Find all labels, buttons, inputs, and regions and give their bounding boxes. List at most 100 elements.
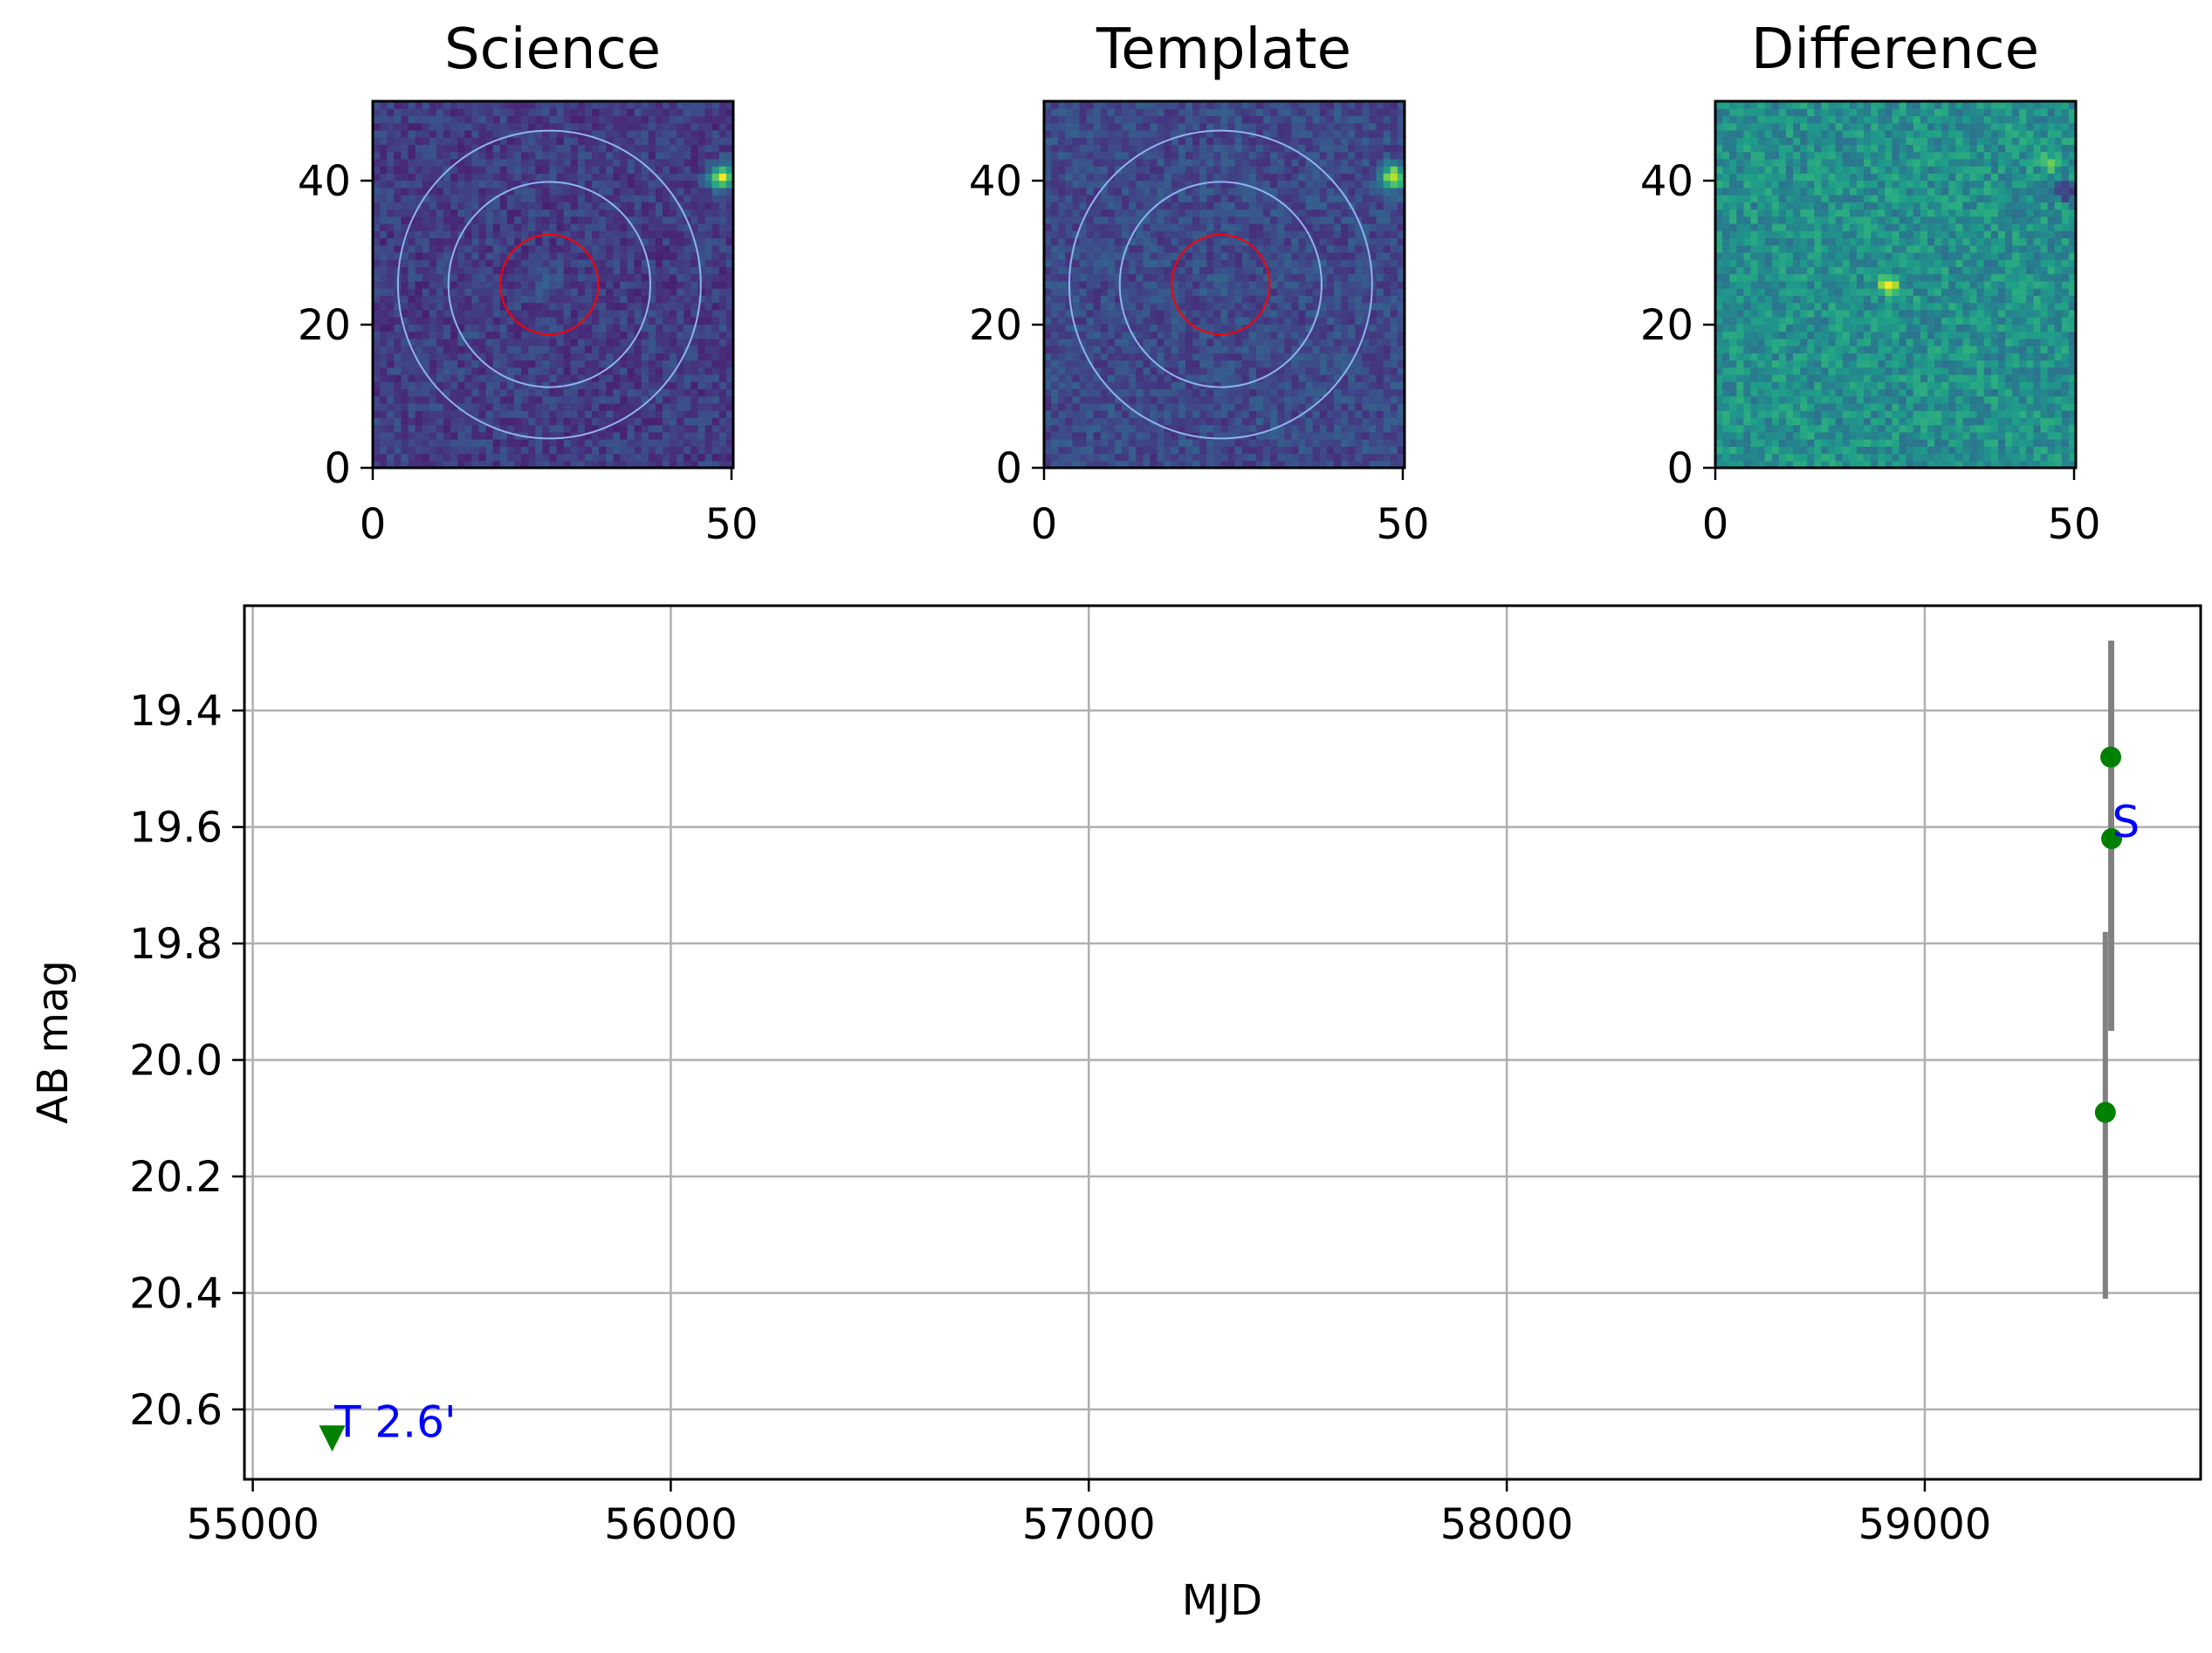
pixel-cell [641, 460, 649, 469]
pixel-cell [1312, 259, 1321, 268]
pixel-cell [1044, 251, 1052, 260]
pixel-cell [606, 173, 614, 182]
pixel-cell [1100, 288, 1109, 296]
pixel-cell [1298, 137, 1307, 146]
pixel-cell [1312, 388, 1321, 397]
pixel-cell [1192, 195, 1200, 202]
pixel-cell [677, 431, 684, 440]
pixel-cell [478, 360, 487, 368]
pixel-cell [1093, 237, 1102, 246]
pixel-cell [528, 151, 536, 160]
pixel-cell [577, 460, 586, 469]
pixel-cell [1312, 381, 1321, 390]
pixel-cell [1164, 144, 1172, 153]
pixel-cell [485, 273, 494, 282]
pixel-cell [563, 374, 572, 382]
pixel-cell [1277, 280, 1285, 289]
pixel-cell [506, 439, 515, 447]
pixel-cell [1291, 395, 1300, 404]
pixel-cell [401, 101, 409, 109]
pixel-cell [1143, 273, 1151, 282]
pixel-cell [1058, 460, 1066, 469]
pixel-cell [471, 173, 480, 182]
pixel-cell [443, 353, 451, 361]
pixel-cell [1263, 202, 1271, 210]
pixel-cell [684, 115, 692, 124]
pixel-cell [592, 317, 600, 325]
pixel-cell [1107, 195, 1116, 202]
pixel-cell [1072, 381, 1081, 390]
pixel-cell [521, 122, 529, 131]
pixel-cell [1234, 410, 1243, 418]
pixel-cell [450, 187, 458, 195]
pixel-cell [1150, 388, 1158, 397]
pixel-cell [1312, 288, 1321, 296]
pixel-cell [443, 402, 451, 411]
pixel-cell [684, 410, 692, 418]
pixel-cell [1284, 446, 1293, 455]
pixel-cell [697, 266, 706, 275]
pixel-cell [1164, 273, 1172, 282]
pixel-cell [471, 259, 480, 268]
pixel-cell [684, 122, 692, 131]
pixel-cell [506, 338, 515, 346]
pixel-cell [450, 122, 458, 131]
pixel-cell [556, 259, 565, 268]
pixel-cell [1185, 273, 1193, 282]
pixel-cell [641, 417, 649, 426]
pixel-cell [1348, 302, 1356, 311]
pixel-cell [1114, 237, 1123, 246]
pixel-cell [677, 108, 684, 117]
pixel-cell [670, 230, 677, 239]
pixel-cell [684, 202, 692, 210]
pixel-cell [1206, 216, 1214, 224]
pixel-cell [577, 317, 586, 325]
pixel-cell [373, 317, 381, 325]
pixel-cell [535, 216, 543, 224]
pixel-cell [655, 187, 663, 195]
pixel-cell [535, 230, 543, 239]
pixel-cell [584, 460, 593, 469]
pixel-cell [1248, 402, 1257, 411]
pixel-cell [1376, 346, 1384, 353]
pixel-cell [663, 273, 670, 282]
pixel-cell [1270, 195, 1278, 202]
pixel-cell [613, 101, 622, 109]
pixel-cell [1178, 180, 1186, 189]
pixel-cell [1355, 309, 1364, 318]
pixel-cell [704, 388, 713, 397]
pixel-cell [1178, 202, 1186, 210]
pixel-cell [663, 417, 670, 426]
pixel-cell [450, 273, 458, 282]
pixel-cell [1171, 129, 1179, 138]
pixel-cell [711, 244, 720, 253]
pixel-cell [535, 309, 543, 318]
pixel-cell [634, 144, 642, 153]
pixel-cell [677, 460, 684, 469]
pixel-cell [1241, 288, 1250, 296]
pixel-cell [380, 446, 388, 455]
pixel-cell [422, 273, 430, 282]
pixel-cell [1192, 453, 1200, 462]
pixel-cell [704, 317, 713, 325]
pixel-cell [1284, 187, 1293, 195]
pixel-cell [1319, 195, 1328, 202]
pixel-cell [1136, 374, 1144, 382]
pixel-cell [1341, 402, 1349, 411]
pixel-cell [1199, 388, 1207, 397]
pixel-cell [1143, 446, 1151, 455]
pixel-cell [1369, 367, 1377, 375]
pixel-cell [606, 324, 614, 333]
pixel-cell [584, 402, 593, 411]
pixel-cell [443, 424, 451, 433]
pixel-cell [1213, 417, 1222, 426]
pixel-cell [648, 273, 656, 282]
pixel-cell [1369, 173, 1377, 182]
pixel-cell [1206, 209, 1214, 217]
pixel-cell [627, 144, 635, 153]
pixel-cell [1383, 137, 1391, 146]
pixel-cell [648, 353, 656, 361]
pixel-cell [1100, 446, 1109, 455]
pixel-cell [1312, 309, 1321, 318]
pixel-cell [513, 439, 522, 447]
